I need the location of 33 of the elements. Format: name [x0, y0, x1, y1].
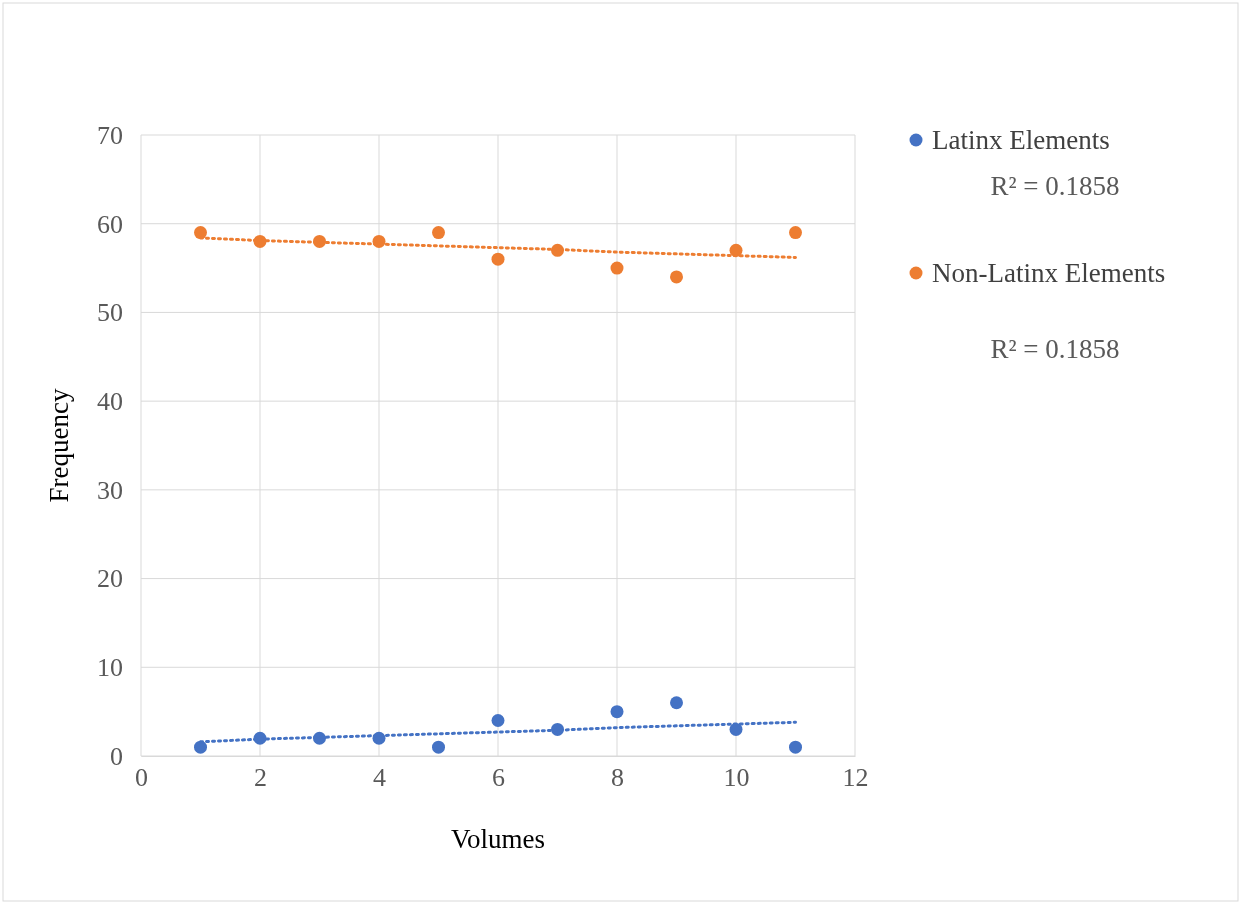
x-tick-label: 6 [492, 763, 505, 793]
point [610, 705, 624, 719]
x-tick-label: 0 [135, 763, 148, 793]
point [432, 740, 445, 754]
point [491, 252, 505, 266]
legend-label: Non-Latinx Elements [932, 258, 1166, 288]
point [194, 740, 207, 754]
x-tick-label: 12 [842, 763, 869, 793]
point [670, 696, 683, 710]
y-tick-label: 60 [97, 209, 123, 239]
legend-label: Latinx Elements [932, 125, 1110, 155]
x-tick-label: 8 [611, 763, 624, 793]
point [432, 226, 445, 240]
x-axis-title: Volumes [450, 824, 546, 854]
point [194, 226, 207, 240]
y-tick-label: 20 [97, 564, 123, 594]
y-tick-label: 70 [97, 120, 123, 150]
x-tick-label: 10 [723, 763, 750, 793]
point [491, 714, 505, 728]
y-tick-label: 0 [110, 741, 123, 771]
x-tick-label: 4 [373, 763, 386, 793]
y-axis-title: Frequency [44, 388, 74, 503]
y-tick-label: 10 [97, 653, 123, 683]
text: R² = 0.1858 [990, 171, 1120, 201]
point [789, 740, 802, 754]
y-tick-label: 50 [97, 298, 123, 328]
point [789, 226, 802, 240]
point [670, 270, 683, 284]
y-tick-label: 40 [97, 386, 123, 416]
text: R² = 0.1858 [990, 334, 1120, 364]
x-tick-label: 2 [254, 763, 267, 793]
y-tick-label: 30 [97, 475, 123, 505]
point [610, 261, 624, 275]
